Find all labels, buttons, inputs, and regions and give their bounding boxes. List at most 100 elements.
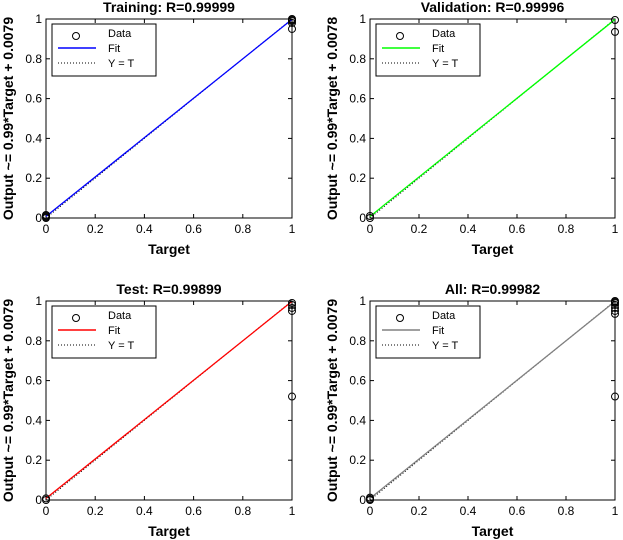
y-tick-label: 0.2 [25,171,42,185]
x-tick-label: 0.6 [185,222,202,236]
chart-title: All: R=0.99982 [445,281,541,297]
x-tick-label: 0 [43,222,50,236]
legend: Data Fit Y = T [51,305,157,359]
data-point [42,494,50,503]
x-tick-label: 1 [612,504,619,518]
x-tick-label: 0.2 [87,504,104,518]
fit-line [369,18,616,217]
y-tick-label: 0.2 [349,453,366,467]
x-axis-label: Target [148,241,190,257]
y-axis-label: Output ~= 0.99*Target + 0.0079 [0,299,16,502]
regression-panel-1: 00 0.2 0.2 0.4 0.4 0.6 0.6 0.8 0.8 1 1 Training: R=… [0,0,296,257]
y-tick-label: 0.8 [349,52,366,66]
data-point [42,211,50,220]
x-tick-label: 1 [289,504,296,518]
y-tick-label: 0.4 [349,131,366,145]
data-point [366,214,374,222]
x-tick-label: 0.2 [411,222,428,236]
y-tick-label: 0.8 [25,52,42,66]
x-axis-label: Target [472,523,514,539]
y-tick-label: 0.4 [25,413,42,427]
legend-box [375,23,481,77]
x-axis-label: Target [472,241,514,257]
legend-label: Y = T [432,58,458,70]
legend-label: Fit [432,325,444,337]
x-tick-label: 0 [43,504,50,518]
data-point [611,15,619,24]
regression-panel-4: 00 0.2 0.2 0.4 0.4 0.6 0.6 0.8 0.8 1 1 All: R=0.999… [324,281,619,539]
x-tick-label: 0.6 [185,504,202,518]
data-point [611,392,619,401]
x-tick-label: 0 [367,504,374,518]
legend-data-marker [72,314,80,322]
chart-title: Validation: R=0.99996 [421,0,565,15]
legend-label: Data [432,28,456,40]
x-tick-label: 0.8 [558,222,575,236]
y-tick-label: 1 [359,294,366,308]
x-tick-label: 0.8 [234,504,251,518]
legend-label: Y = T [108,58,134,70]
data-point [288,303,296,312]
legend-data-marker [396,314,404,322]
y-tick-label: 1 [359,12,366,26]
data-point [366,493,374,502]
y-tick-label: 0 [359,211,366,225]
x-tick-label: 0.6 [509,504,526,518]
y-tick-label: 0.6 [349,374,366,388]
regression-panel-2: 00 0.2 0.2 0.4 0.4 0.6 0.6 0.8 0.8 1 1 Validation: … [324,0,619,257]
legend: Data Fit Y = T [375,305,481,359]
data-point [288,392,296,401]
legend: Data Fit Y = T [51,23,157,77]
y-tick-label: 0.4 [25,131,42,145]
legend-label: Fit [108,43,120,55]
y-tick-label: 0 [35,211,42,225]
legend-data-marker [396,32,404,40]
data-point [288,306,296,315]
x-tick-label: 1 [612,222,619,236]
legend-label: Data [108,28,132,40]
legend-box [375,305,481,359]
y-tick-label: 0 [35,493,42,507]
x-tick-label: 0.4 [460,222,477,236]
y-tick-label: 0.2 [25,453,42,467]
x-tick-label: 1 [289,222,296,236]
fit-line [45,300,293,499]
y-tick-label: 0 [359,493,366,507]
data-point [611,309,619,318]
x-axis-label: Target [148,523,190,539]
legend-box [51,305,157,359]
data-point [288,300,296,309]
y-tick-label: 0.6 [349,92,366,106]
y-tick-label: 0.8 [349,334,366,348]
y-tick-label: 0.4 [349,413,366,427]
legend-label: Y = T [108,340,134,352]
data-point [288,24,296,33]
y-tick-label: 0.8 [25,334,42,348]
y-tick-label: 0.2 [349,171,366,185]
x-tick-label: 0.2 [411,504,428,518]
legend-box [51,23,157,77]
y-tick-label: 1 [35,12,42,26]
legend-label: Fit [432,43,444,55]
fit-line [45,18,293,217]
chart-title: Test: R=0.99899 [116,281,221,297]
legend-label: Data [108,310,132,322]
x-tick-label: 0 [367,222,374,236]
data-point [366,212,374,221]
y-tick-label: 0.6 [25,374,42,388]
legend: Data Fit Y = T [375,23,481,77]
y-axis-label: Output ~= 0.99*Target + 0.0078 [324,17,340,220]
legend-label: Fit [108,325,120,337]
fit-line [369,300,616,499]
data-point [611,27,619,36]
data-point [611,300,619,309]
x-tick-label: 0.4 [136,222,153,236]
x-tick-label: 0.6 [509,222,526,236]
data-point [288,298,296,307]
x-tick-label: 0.8 [234,222,251,236]
x-tick-label: 0.4 [460,504,477,518]
data-point [288,18,296,27]
y-axis-label: Output ~= 0.99*Target + 0.0079 [324,299,340,502]
legend-label: Y = T [432,340,458,352]
